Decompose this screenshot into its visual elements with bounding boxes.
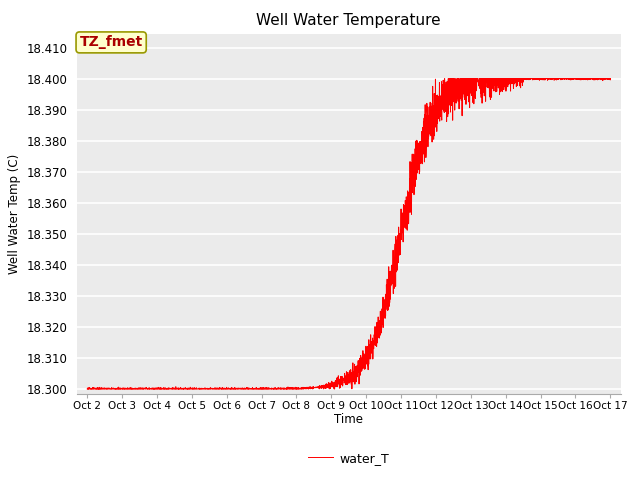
water_T bbox=[441, 76, 449, 82]
water_T bbox=[496, 92, 504, 97]
X-axis label: Time: Time bbox=[334, 413, 364, 426]
water_T bbox=[83, 386, 91, 392]
Legend: water_T: water_T bbox=[303, 447, 394, 469]
water_T bbox=[177, 386, 185, 392]
water_T bbox=[437, 95, 445, 100]
Line: water_T: water_T bbox=[87, 79, 611, 389]
water_T bbox=[466, 85, 474, 91]
Text: TZ_fmet: TZ_fmet bbox=[79, 36, 143, 49]
water_T bbox=[606, 76, 614, 82]
water_T bbox=[329, 380, 337, 386]
water_T bbox=[607, 76, 614, 82]
Y-axis label: Well Water Temp (C): Well Water Temp (C) bbox=[8, 154, 21, 274]
Title: Well Water Temperature: Well Water Temperature bbox=[257, 13, 441, 28]
